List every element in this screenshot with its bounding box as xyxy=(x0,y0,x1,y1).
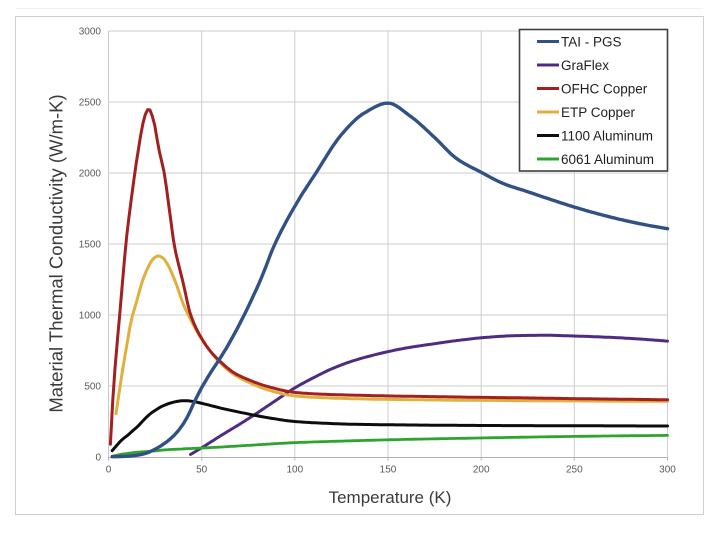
svg-text:1000: 1000 xyxy=(79,311,102,322)
svg-text:OFHC Copper: OFHC Copper xyxy=(561,81,648,96)
svg-text:6061 Aluminum: 6061 Aluminum xyxy=(561,152,654,167)
svg-text:0: 0 xyxy=(106,465,112,476)
svg-text:Material Thermal Conductivity: Material Thermal Conductivity (W/m-K) xyxy=(46,94,67,412)
svg-text:2500: 2500 xyxy=(79,98,102,109)
svg-text:50: 50 xyxy=(196,465,208,476)
svg-text:250: 250 xyxy=(566,465,583,476)
svg-text:3000: 3000 xyxy=(79,27,102,38)
svg-text:1500: 1500 xyxy=(79,240,102,251)
svg-text:500: 500 xyxy=(84,382,101,393)
svg-text:Temperature (K): Temperature (K) xyxy=(329,488,452,507)
svg-text:ETP Copper: ETP Copper xyxy=(561,105,636,120)
svg-text:300: 300 xyxy=(659,465,676,476)
svg-text:2000: 2000 xyxy=(79,169,102,180)
svg-text:150: 150 xyxy=(380,465,397,476)
svg-text:200: 200 xyxy=(473,465,490,476)
svg-text:1100 Aluminum: 1100 Aluminum xyxy=(561,128,653,143)
svg-text:0: 0 xyxy=(95,453,101,464)
svg-text:TAI - PGS: TAI - PGS xyxy=(561,34,622,49)
svg-text:100: 100 xyxy=(286,465,303,476)
svg-text:GraFlex: GraFlex xyxy=(561,58,609,73)
